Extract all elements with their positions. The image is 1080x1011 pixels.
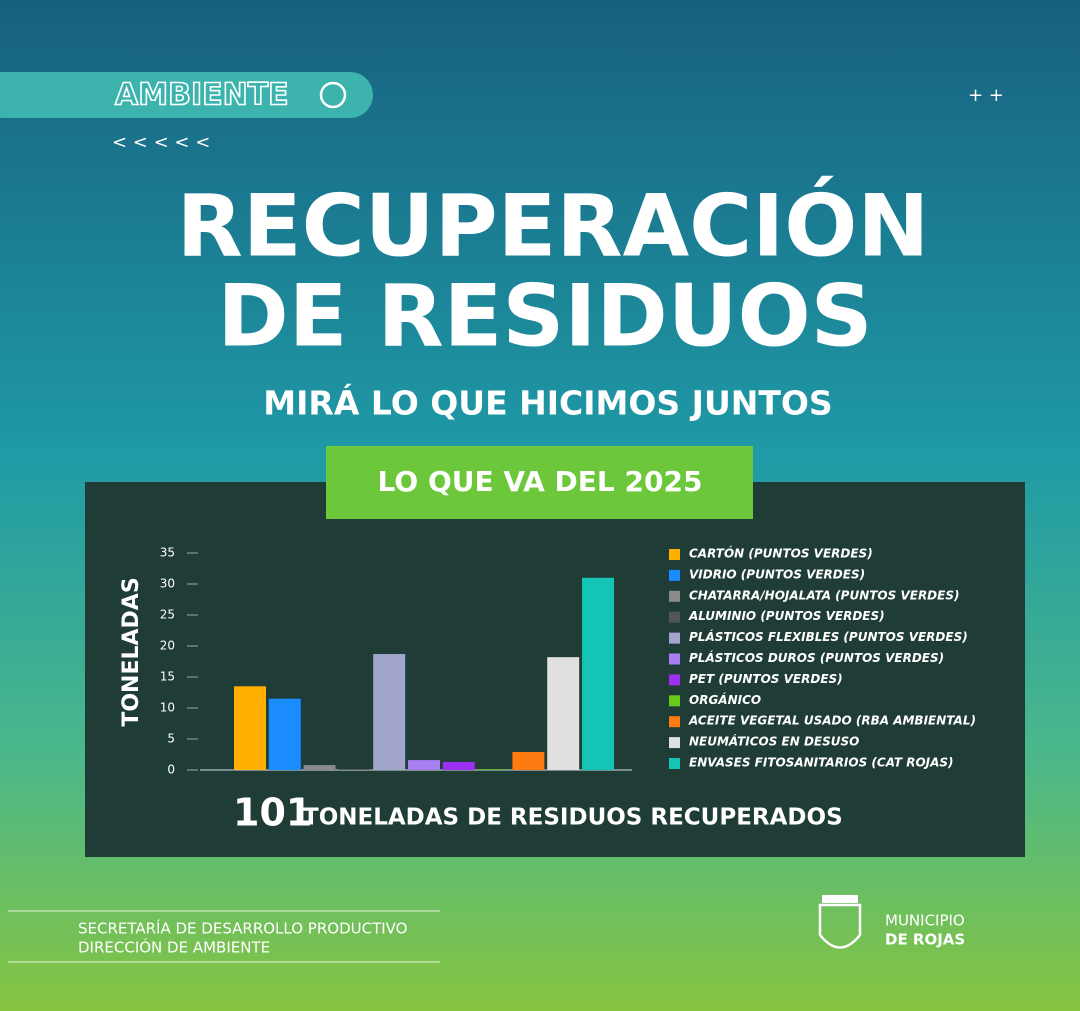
legend-label: VIDRIO (PUNTOS VERDES) [689,567,865,581]
y-tick-label: 35 [160,546,175,560]
legend-label: ORGÁNICO [689,692,761,707]
legend-swatch [669,737,680,749]
legend-label: PET (PUNTOS VERDES) [689,672,843,686]
legend-swatch [669,590,680,602]
legend-label: PLÁSTICOS DUROS (PUNTOS VERDES) [689,650,944,665]
bar [442,761,475,770]
crest-icon [818,903,862,949]
bar [303,765,336,770]
bar [338,769,371,770]
legend-label: CHATARRA/HOJALATA (PUNTOS VERDES) [689,588,959,602]
legend-swatch [669,611,680,623]
bar [477,769,510,770]
org-name: MUNICIPIO [885,912,965,930]
legend-label: ACEITE VEGETAL USADO (RBA AMBIENTAL) [688,714,976,728]
legend-label: NEUMÁTICOS EN DESUSO [689,734,859,749]
badge-text: LO QUE VA DEL 2025 [378,465,703,498]
bar [512,752,545,770]
bar [582,577,614,770]
legend-label: ALUMINIO (PUNTOS VERDES) [688,609,885,623]
y-tick-label: 0 [167,763,175,777]
y-tick-label: 15 [160,670,175,684]
y-tick-label: 25 [160,608,175,622]
legend-swatch [669,695,680,707]
total-value: 101 [233,791,312,835]
org-name: DE ROJAS [885,931,965,949]
title: DE RESIDUOS [217,266,872,366]
legend-swatch [669,758,680,769]
bar [373,654,406,770]
legend-swatch [669,569,680,581]
bar [234,686,266,770]
crest-icon [822,895,858,903]
globe-icon [319,81,347,109]
legend-swatch [669,674,680,686]
bar [408,760,440,770]
badge [326,446,753,519]
subtitle: MIRÁ LO QUE HICIMOS JUNTOS [263,383,832,423]
arrows: < < < < < [112,132,210,153]
legend-swatch [669,632,680,644]
footer-text: SECRETARÍA DE DESARROLLO PRODUCTIVO [78,919,407,938]
total-label: TONELADAS DE RESIDUOS RECUPERADOS [303,805,843,831]
legend-label: CARTÓN (PUNTOS VERDES) [689,546,873,561]
legend-swatch [669,716,680,728]
y-axis-label: TONELADAS [119,577,144,726]
section-pill [0,72,373,118]
y-tick-label: 5 [167,732,175,746]
bar [268,698,301,770]
legend-label: ENVASES FITOSANITARIOS (CAT ROJAS) [689,756,954,770]
footer-text: DIRECCIÓN DE AMBIENTE [78,938,270,957]
title: RECUPERACIÓN [177,175,930,276]
legend-swatch [669,549,680,560]
y-tick-label: 30 [160,577,175,591]
bar [547,657,580,770]
legend-label: PLÁSTICOS FLEXIBLES (PUNTOS VERDES) [689,629,968,644]
legend-swatch [669,653,680,665]
y-tick-label: 10 [160,701,175,715]
section-label: AMBIENTE [115,78,289,113]
plus: + + [968,85,1004,106]
y-tick-label: 20 [160,639,175,653]
